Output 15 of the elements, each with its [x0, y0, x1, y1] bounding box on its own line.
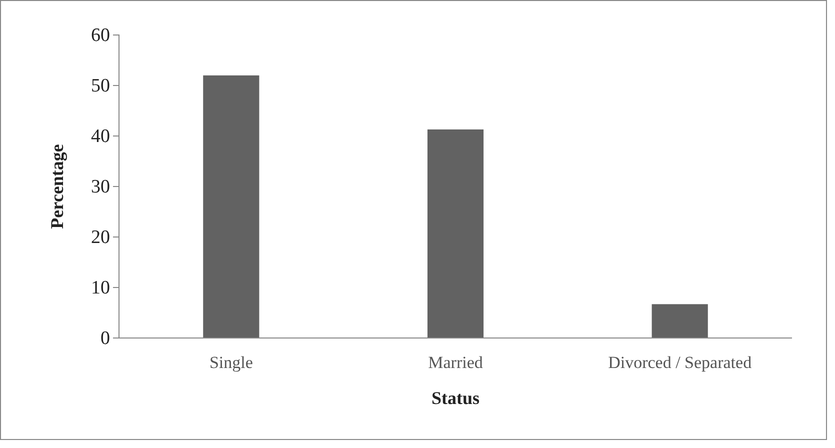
y-tick-label: 60 [91, 25, 110, 46]
x-axis-title: Status [431, 388, 480, 408]
y-tick-label: 50 [91, 76, 110, 97]
y-axis-title: Percentage [47, 144, 67, 229]
y-tick-label: 30 [91, 176, 110, 198]
y-tick-label: 20 [91, 227, 110, 248]
y-tick-label: 40 [91, 126, 110, 148]
x-tick-label: Single [209, 353, 253, 372]
bar [427, 129, 484, 338]
bar [203, 75, 260, 338]
bar [652, 304, 708, 338]
y-tick-label: 0 [100, 328, 110, 350]
x-tick-label: Married [428, 353, 484, 372]
x-tick-label: Divorced / Separated [608, 353, 752, 372]
y-tick-label: 10 [91, 278, 110, 299]
